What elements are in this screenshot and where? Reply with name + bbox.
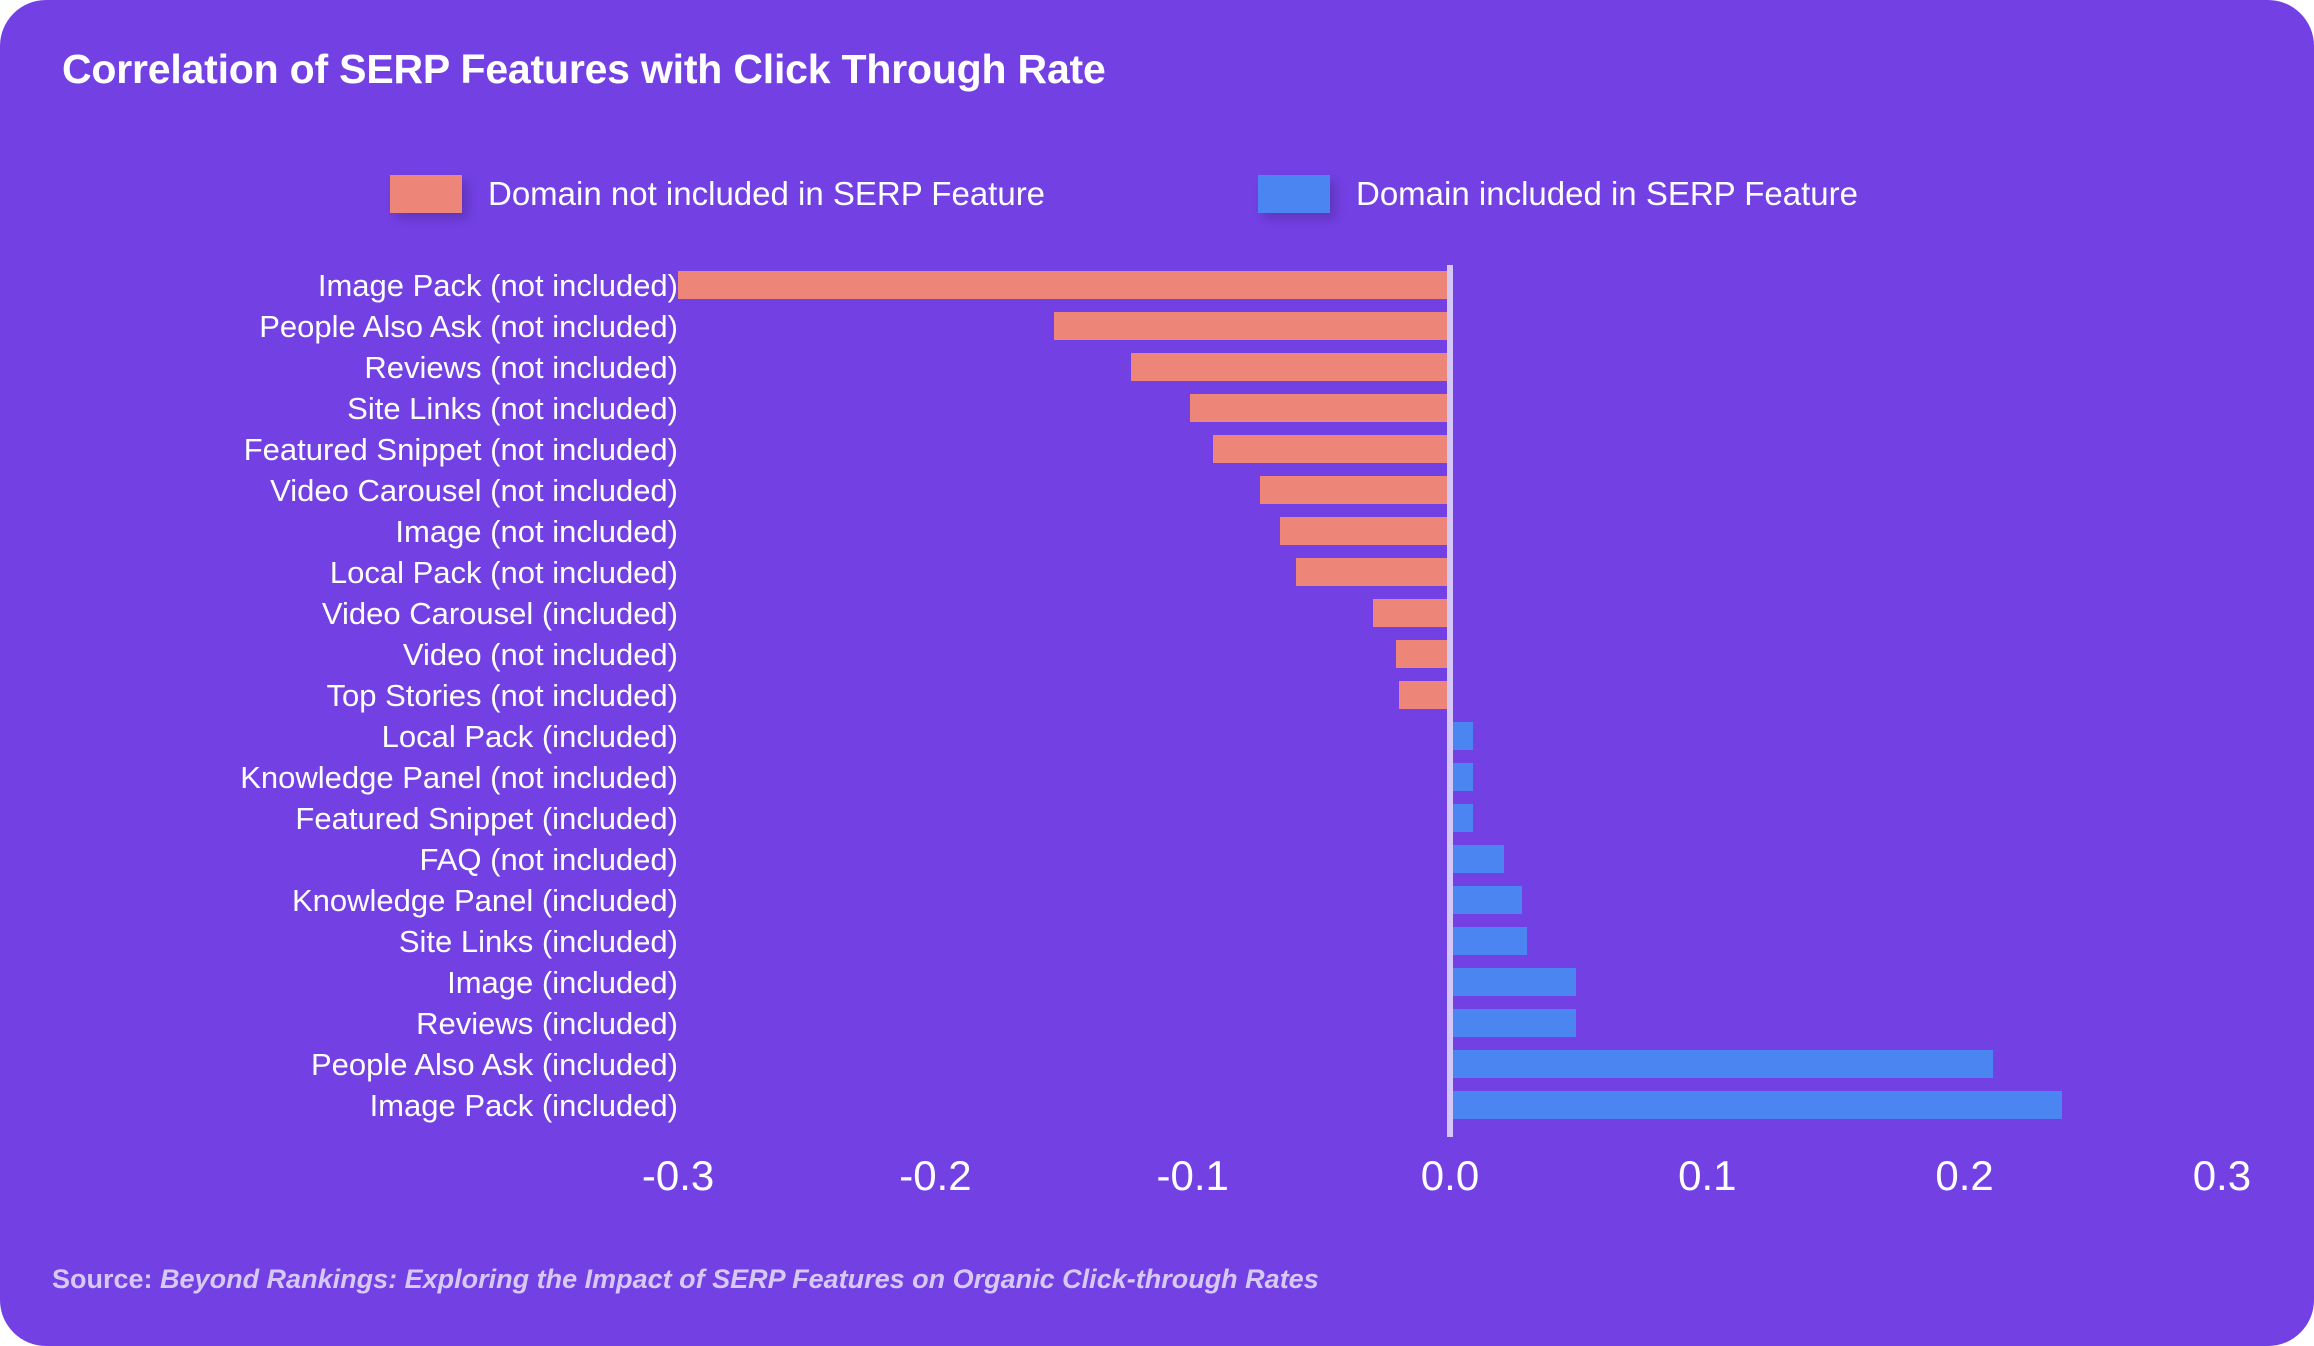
- bar[interactable]: [1450, 845, 1505, 873]
- bar[interactable]: [1450, 886, 1523, 914]
- bar-row: People Also Ask (not included): [0, 306, 2314, 347]
- bar-row: Image Pack (included): [0, 1085, 2314, 1126]
- category-label: People Also Ask (included): [310, 1047, 678, 1082]
- bar[interactable]: [1053, 312, 1450, 340]
- bar-row: Knowledge Panel (not included): [0, 757, 2314, 798]
- legend-item-not-included[interactable]: Domain not included in SERP Feature: [390, 168, 1045, 220]
- bar-row: Image (not included): [0, 511, 2314, 552]
- bar[interactable]: [1450, 1009, 1577, 1037]
- bar[interactable]: [1190, 394, 1450, 422]
- category-label: Image Pack (not included): [317, 268, 678, 303]
- bar-row: Image Pack (not included): [0, 265, 2314, 306]
- legend-label-included: Domain included in SERP Feature: [1356, 175, 1858, 212]
- zero-axis-line: [1447, 265, 1453, 1137]
- category-label: Featured Snippet (not included): [243, 432, 678, 467]
- bar-row: Reviews (not included): [0, 347, 2314, 388]
- plot-area: Image Pack (not included) People Also Ask…: [0, 265, 2314, 1145]
- legend-swatch-included-icon: [1258, 175, 1330, 213]
- category-label: Knowledge Panel (not included): [240, 760, 678, 795]
- x-tick-label: -0.2: [899, 1152, 972, 1199]
- category-label: FAQ (not included): [419, 842, 678, 877]
- legend-label-not-included: Domain not included in SERP Feature: [488, 175, 1046, 212]
- bar[interactable]: [678, 271, 1450, 299]
- source-reference: Beyond Rankings: Exploring the Impact of…: [160, 1264, 1319, 1294]
- x-tick-label: -0.3: [641, 1152, 715, 1199]
- bar[interactable]: [1450, 1050, 1993, 1078]
- x-tick-label: -0.1: [1156, 1152, 1229, 1199]
- bar-row: Featured Snippet (included): [0, 798, 2314, 839]
- bar-row: Video Carousel (not included): [0, 470, 2314, 511]
- x-tick-label: 0.0: [1420, 1152, 1480, 1199]
- bar[interactable]: [1450, 804, 1474, 832]
- bar[interactable]: [1450, 927, 1528, 955]
- category-label: Reviews (not included): [364, 350, 678, 385]
- bar-row: Local Pack (included): [0, 716, 2314, 757]
- bar[interactable]: [1395, 640, 1450, 668]
- bar[interactable]: [1450, 722, 1474, 750]
- category-label: Knowledge Panel (included): [291, 883, 678, 918]
- x-tick-label: 0.2: [1935, 1152, 1994, 1199]
- x-tick-label: 0.3: [2192, 1152, 2252, 1199]
- bar-row: FAQ (not included): [0, 839, 2314, 880]
- bar[interactable]: [1213, 435, 1450, 463]
- source-prefix: Source:: [52, 1264, 153, 1294]
- bar-row: Local Pack (not included): [0, 552, 2314, 593]
- bar[interactable]: [1398, 681, 1450, 709]
- bar-row: Top Stories (not included): [0, 675, 2314, 716]
- bar-row: Reviews (included): [0, 1003, 2314, 1044]
- bar[interactable]: [1280, 517, 1450, 545]
- category-label: Top Stories (not included): [326, 678, 678, 713]
- bar-row: Site Links (included): [0, 921, 2314, 962]
- category-label: Image (included): [447, 965, 678, 1000]
- x-axis-ticks: -0.3 -0.2 -0.1 0.0 0.1 0.2 0.3: [0, 1152, 2314, 1222]
- category-label: Video Carousel (included): [321, 596, 678, 631]
- bar-row: Image (included): [0, 962, 2314, 1003]
- bar[interactable]: [1450, 763, 1474, 791]
- category-label: Video Carousel (not included): [270, 473, 678, 508]
- category-label: People Also Ask (not included): [259, 309, 678, 344]
- category-label: Featured Snippet (included): [295, 801, 678, 836]
- bar-row: Knowledge Panel (included): [0, 880, 2314, 921]
- bar-row: People Also Ask (included): [0, 1044, 2314, 1085]
- x-tick-label: 0.1: [1678, 1152, 1737, 1199]
- category-label: Local Pack (not included): [329, 555, 678, 590]
- bar[interactable]: [1295, 558, 1450, 586]
- legend-swatch-not-included-icon: [390, 175, 462, 213]
- bar[interactable]: [1130, 353, 1450, 381]
- chart-title: Correlation of SERP Features with Click …: [62, 46, 1106, 92]
- category-label: Image (not included): [395, 514, 678, 549]
- category-label: Local Pack (included): [381, 719, 678, 754]
- bar-row: Featured Snippet (not included): [0, 429, 2314, 470]
- bar-row: Video (not included): [0, 634, 2314, 675]
- bar[interactable]: [1259, 476, 1450, 504]
- bar[interactable]: [1450, 968, 1577, 996]
- source-note: Source: Beyond Rankings: Exploring the I…: [52, 1264, 1319, 1295]
- bar[interactable]: [1372, 599, 1450, 627]
- category-label: Reviews (included): [416, 1006, 678, 1041]
- bar[interactable]: [1450, 1091, 2063, 1119]
- bar-row: Video Carousel (included): [0, 593, 2314, 634]
- bar-row: Site Links (not included): [0, 388, 2314, 429]
- category-label: Site Links (included): [398, 924, 678, 959]
- category-label: Image Pack (included): [369, 1088, 678, 1123]
- category-label: Video (not included): [402, 637, 678, 672]
- chart-legend: Domain not included in SERP Feature Doma…: [0, 168, 2314, 220]
- category-label: Site Links (not included): [347, 391, 678, 426]
- legend-item-included[interactable]: Domain included in SERP Feature: [1258, 168, 1858, 220]
